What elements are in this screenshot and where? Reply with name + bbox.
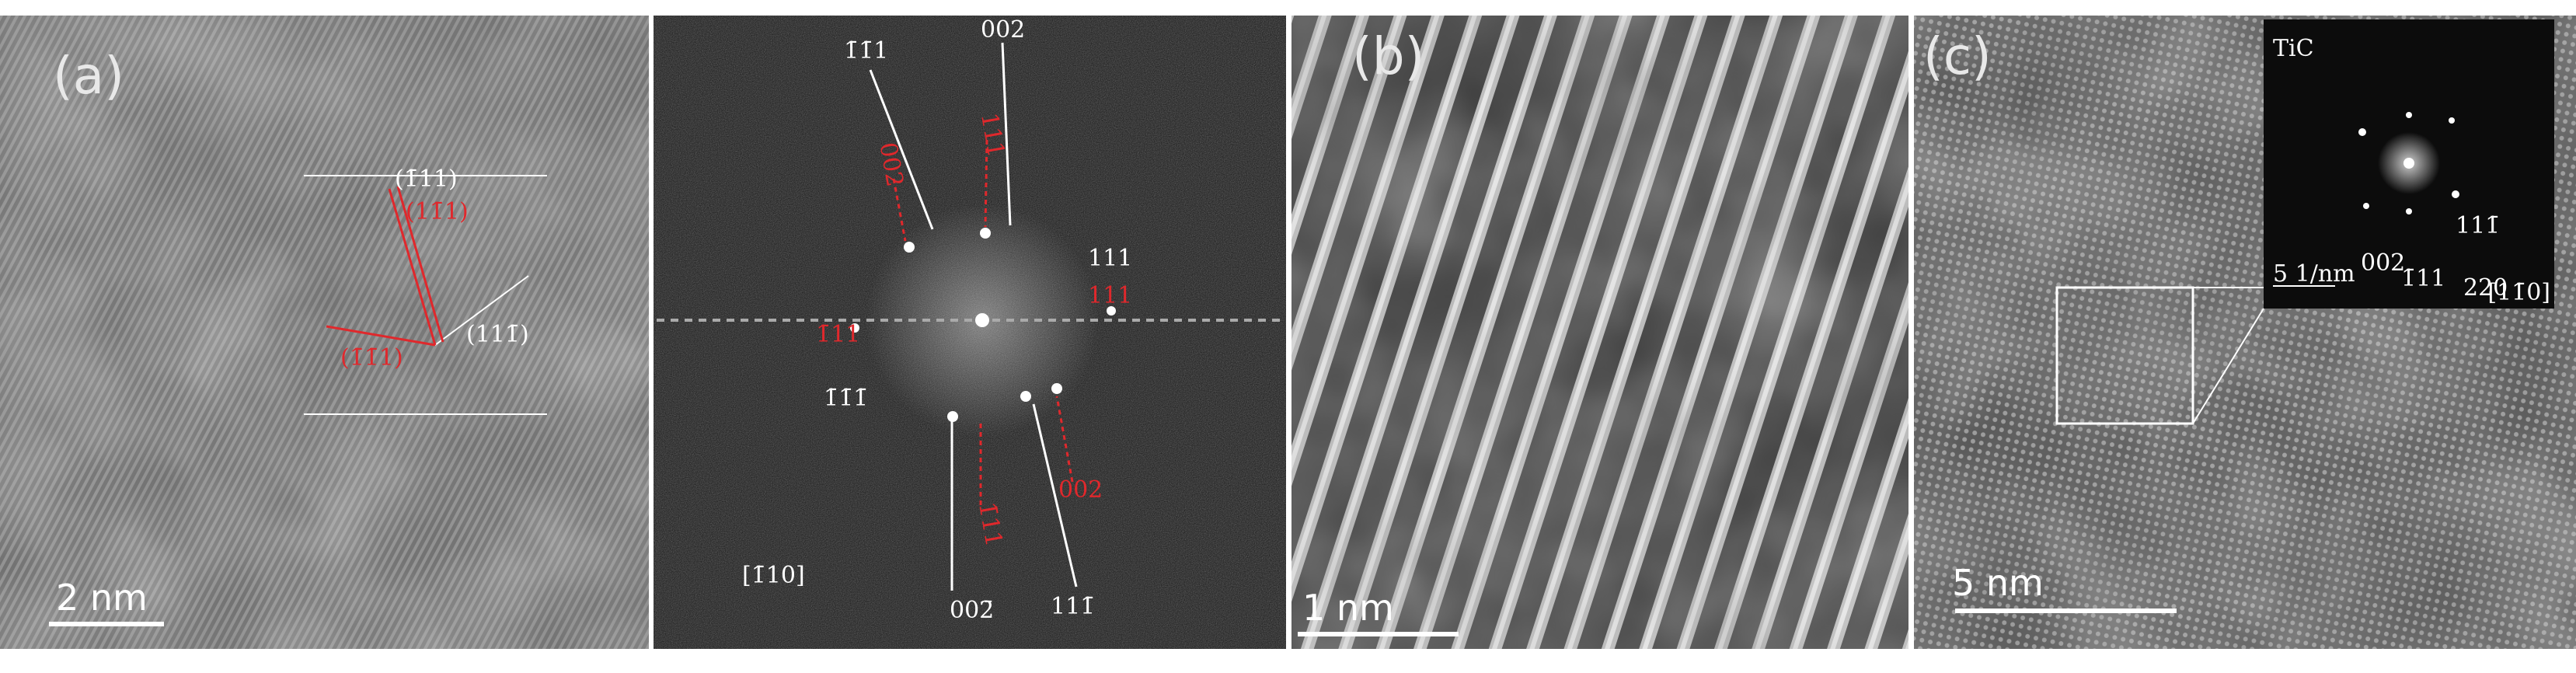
annotation: (111̄) [466, 321, 529, 348]
annotation: 1̄1̄1 [844, 37, 888, 65]
panel-a: (a) (1̄11) (11̄1) (1̄1̄1) (111̄) 2 nm [0, 16, 649, 649]
annotation: 1̄11 [816, 321, 860, 348]
arrows [869, 42, 1078, 591]
panel-label: (c) [1923, 26, 1992, 86]
annotation: 002 [981, 16, 1025, 44]
annotation: 111̄ [1051, 593, 1095, 620]
plane-line [396, 186, 444, 343]
zone-axis: [1̄10] [742, 562, 805, 589]
panel-label: (b) [1352, 26, 1424, 86]
arrows [892, 139, 1074, 505]
texture [1291, 16, 1908, 649]
panel-c: (c) 5 nm TiC 111̄ 002 1̄11 220 5 1/nm [1… [1914, 16, 2576, 649]
annotation: 111 [1088, 245, 1132, 272]
annotation: 002 [1058, 476, 1103, 504]
inset: TiC 111̄ 002 1̄11 220 5 1/nm [11̄0] [2264, 19, 2554, 309]
annotation: 002̄ [950, 597, 994, 624]
annotation: 1̄1̄1̄ [824, 385, 868, 412]
inset-scale-label: 5 1/nm [2273, 260, 2355, 288]
panel-label: (a) [53, 46, 124, 106]
texture [0, 16, 649, 649]
guide-line [2192, 308, 2264, 424]
annotation: 111 [1088, 282, 1132, 309]
annotation: 220 [2463, 274, 2508, 302]
scale-label: 5 nm [1952, 562, 2044, 604]
spots [850, 228, 1116, 422]
plane-line [326, 325, 436, 347]
panel-b: (b) 1 nm [1291, 16, 1908, 649]
inset-title: TiC [2273, 35, 2314, 62]
scale-label: 1 nm [1302, 587, 1394, 629]
panel-fft: 1̄1̄1 002 002 111 111 111 1̄11 1̄1̄1̄ 00… [654, 16, 1286, 649]
roi-box [2055, 286, 2194, 425]
annotation: (1̄1̄1) [340, 344, 403, 371]
guide-line [434, 275, 529, 346]
zone-axis: [11̄0] [2487, 279, 2550, 306]
plane-line [388, 188, 437, 346]
annotation: (1̄11) [395, 166, 458, 193]
annotation: 002 [2361, 249, 2405, 277]
annotation: 111̄ [2456, 212, 2500, 239]
spots [2358, 112, 2459, 214]
annotation: 1̄11 [2401, 265, 2445, 292]
scale-label: 2 nm [56, 577, 148, 619]
annotation: (11̄1) [406, 198, 469, 225]
